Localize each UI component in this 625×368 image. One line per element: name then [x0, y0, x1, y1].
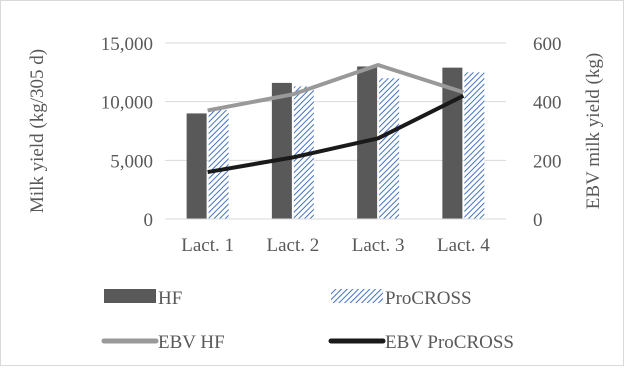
bar-hf	[186, 113, 207, 219]
x-tick-label: Lact. 1	[181, 235, 234, 256]
y2-tick-label: 400	[533, 93, 562, 114]
legend-label: EBV HF	[158, 332, 225, 353]
line-ebv-hf	[207, 63, 464, 113]
bars	[186, 66, 485, 219]
y-axis-title: Milk yield (kg/305 d)	[27, 49, 48, 213]
legend: HF ProCROSS EBV HF EBV ProCROSS	[101, 288, 514, 353]
y-tick-label: 15,000	[101, 34, 153, 55]
legend-label: ProCROSS	[385, 288, 472, 309]
y2-tick-label: 0	[533, 210, 543, 231]
y-tick-label: 0	[144, 210, 154, 231]
axes: 0 5,000 10,000 15,000 0 200 400 600 Lact. 1 Lact.…	[101, 34, 562, 256]
lines	[207, 63, 465, 175]
bar-procross	[208, 109, 229, 219]
x-tick-label: Lact. 3	[352, 235, 405, 256]
legend-label: EBV ProCROSS	[385, 332, 514, 353]
line-ebv-procross	[207, 94, 465, 175]
bar-hf	[271, 82, 292, 219]
y2-tick-label: 600	[533, 34, 562, 55]
y-tick-label: 5,000	[110, 151, 153, 172]
legend-swatch	[331, 289, 383, 303]
y2-tick-label: 200	[533, 151, 562, 172]
y-tick-label: 10,000	[101, 93, 153, 114]
legend-swatch	[104, 289, 156, 303]
bar-procross	[464, 72, 485, 219]
bar-procross	[379, 78, 400, 219]
y2-axis-title: EBV milk yield (kg)	[583, 53, 604, 209]
x-tick-label: Lact. 4	[437, 235, 490, 256]
bar-procross	[293, 86, 314, 219]
legend-label: HF	[158, 288, 182, 309]
x-tick-label: Lact. 2	[266, 235, 319, 256]
